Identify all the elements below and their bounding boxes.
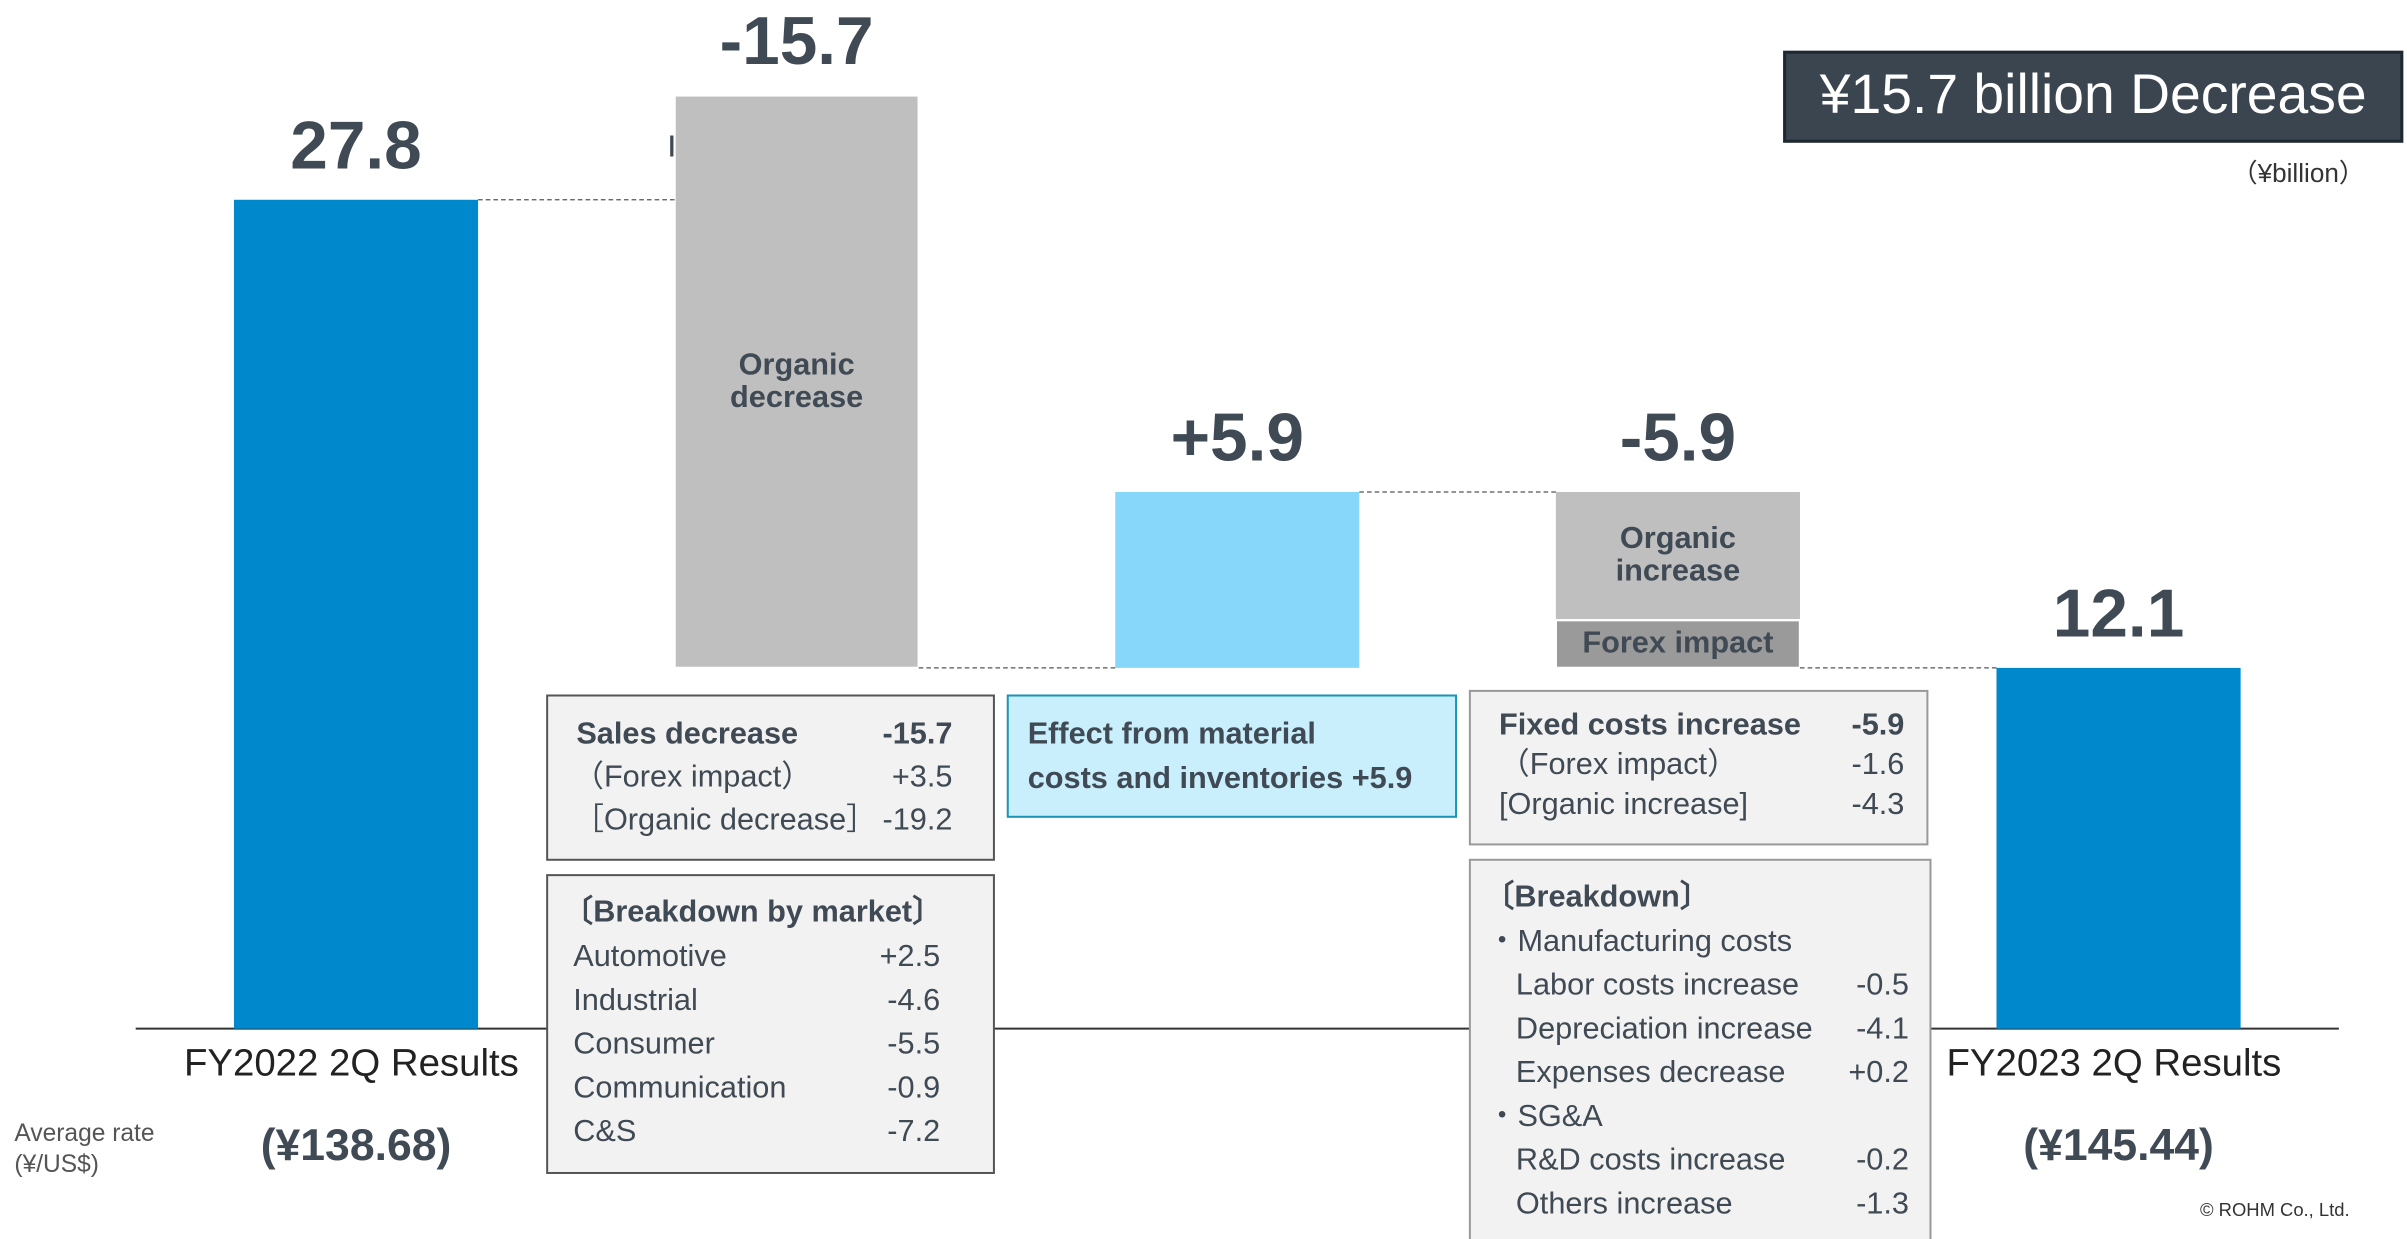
value-label: -15.7 xyxy=(720,4,874,79)
value-label: 12.1 xyxy=(2053,577,2184,652)
box-value: -0.9 xyxy=(887,1069,940,1104)
x-tick-label: FY2022 2Q Results xyxy=(184,1042,519,1085)
box-heading: ・Manufacturing costs xyxy=(1487,923,1792,958)
box-value: +2.5 xyxy=(880,938,941,973)
segment-label: Forex impact xyxy=(1582,626,1774,661)
segment xyxy=(673,94,920,670)
box-title: 〔Breakdown〕 xyxy=(1484,878,1711,913)
box-label: Fixed costs increase xyxy=(1499,706,1801,741)
box-label: Expenses decrease xyxy=(1516,1054,1786,1089)
value-label: -5.9 xyxy=(1620,401,1736,476)
box-label: Automotive xyxy=(573,938,727,973)
segment-label-box: Organic decrease xyxy=(730,347,864,414)
box-label: Sales decrease xyxy=(576,716,798,751)
x-tick-label: FY2023 2Q Results xyxy=(1946,1042,2281,1085)
bar xyxy=(1115,491,1360,668)
unit: （¥billion） xyxy=(2232,158,2365,188)
box-text: costs and inventories +5.9 xyxy=(1028,760,1413,795)
rate: (¥138.68) xyxy=(261,1121,452,1170)
value-label: +5.9 xyxy=(1171,401,1304,476)
box-label: （Forex impact） xyxy=(1499,746,1738,781)
breakdown-box xyxy=(1468,858,1932,1239)
box-value: -4.6 xyxy=(887,982,940,1017)
segment-label-box: Forex impact xyxy=(1582,626,1774,661)
box-title: 〔Breakdown by market〕 xyxy=(563,894,943,929)
rate: (¥145.44) xyxy=(2023,1121,2214,1170)
sales-box xyxy=(546,694,995,861)
box-label: Others increase xyxy=(1516,1185,1733,1220)
box-value: -0.2 xyxy=(1856,1142,1909,1177)
box-value: -1.6 xyxy=(1851,746,1904,781)
box-value: -5.9 xyxy=(1851,706,1904,741)
fixed-box xyxy=(1468,689,1929,846)
box-value: -0.5 xyxy=(1856,967,1909,1002)
box-label: （Forex impact） xyxy=(573,759,812,794)
box-value: -7.2 xyxy=(887,1113,940,1148)
box-label: Labor costs increase xyxy=(1516,967,1799,1002)
box-label: Depreciation increase xyxy=(1516,1010,1813,1045)
box-label: ［Organic decrease］ xyxy=(573,802,877,837)
rate-label: (¥/US$) xyxy=(14,1151,99,1178)
box-label: Consumer xyxy=(573,1026,715,1061)
total-bar xyxy=(1996,667,2241,1029)
box-label: Industrial xyxy=(573,982,698,1017)
box-value: -15.7 xyxy=(883,716,953,751)
box-value: +0.2 xyxy=(1848,1054,1909,1089)
box-label: R&D costs increase xyxy=(1516,1142,1785,1177)
segment xyxy=(1554,619,1802,670)
box-value: -19.2 xyxy=(883,802,953,837)
box-value: +3.5 xyxy=(892,759,953,794)
headline-box xyxy=(1783,50,2404,143)
headline: ¥15.7 billion Decrease xyxy=(1819,63,2367,125)
box-text: Effect from material xyxy=(1028,716,1316,751)
box-label: C&S xyxy=(573,1113,636,1148)
copyright: © ROHM Co., Ltd. xyxy=(2200,1199,2350,1220)
value-label: 27.8 xyxy=(290,108,421,183)
box-label: [Organic increase] xyxy=(1499,786,1748,821)
box-value: -1.3 xyxy=(1856,1185,1909,1220)
box-label: Communication xyxy=(573,1069,786,1104)
box-value: -5.5 xyxy=(887,1026,940,1061)
segment-label-box: Organic increase xyxy=(1615,522,1741,589)
market-box xyxy=(546,874,995,1174)
total-bar xyxy=(233,199,479,1029)
segment xyxy=(1555,491,1800,621)
rate-label: Average rate xyxy=(14,1120,154,1147)
material-box xyxy=(1006,694,1458,818)
box-heading: ・SG&A xyxy=(1487,1098,1603,1133)
segment-label: Organic decrease xyxy=(730,347,864,414)
box-value: -4.3 xyxy=(1851,786,1904,821)
box-value: -4.1 xyxy=(1856,1010,1909,1045)
segment-label: Organic increase xyxy=(1615,522,1741,589)
